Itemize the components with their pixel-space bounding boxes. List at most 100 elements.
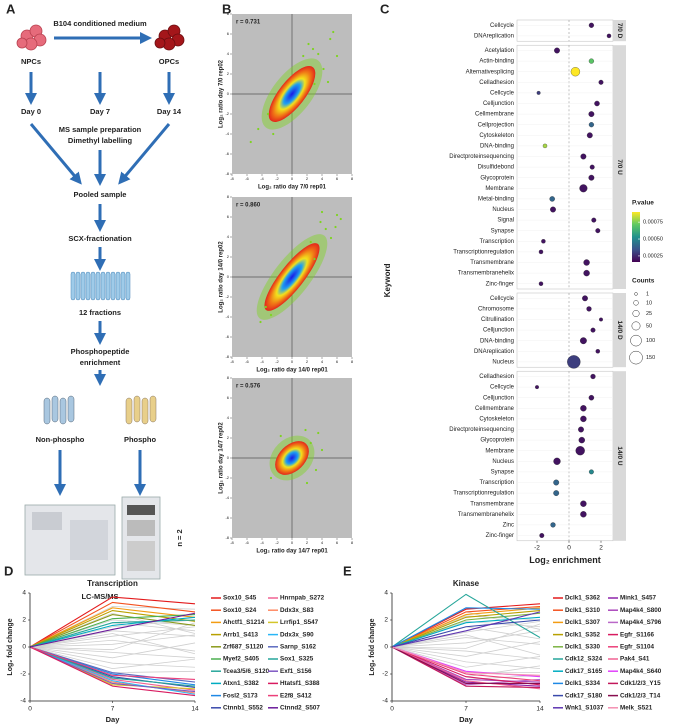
legend-label: Pak4_S41 xyxy=(620,656,650,663)
series-line xyxy=(29,646,196,683)
series-line xyxy=(391,610,541,648)
step-label: MS sample preparation xyxy=(59,125,142,134)
y-tick-label: 8 xyxy=(227,11,230,16)
series-line xyxy=(29,614,196,648)
y-tick-label: -2 xyxy=(225,111,229,116)
y-tick-label: Cytoskeleton xyxy=(479,133,514,139)
dot xyxy=(578,436,585,444)
x-tick-label: 4 xyxy=(321,359,324,364)
y-tick-label: -6 xyxy=(225,151,229,156)
point xyxy=(329,236,333,240)
y-tick-label: Membrane xyxy=(485,186,514,192)
x-tick-label: 4 xyxy=(321,540,324,545)
y-tick-label: Glycoprotein xyxy=(480,175,514,181)
day-label: Day 0 xyxy=(21,107,41,116)
legend-title: Counts xyxy=(632,278,655,285)
branch-label: Non-phospho xyxy=(36,435,85,444)
branch-label: Phospho xyxy=(124,435,156,444)
chart-title: Kinase xyxy=(453,579,480,588)
density-core xyxy=(268,66,316,122)
legend-label: Cdk17_S165 xyxy=(565,668,603,675)
point xyxy=(269,476,273,480)
panel-label: E xyxy=(343,563,352,578)
y-tick-label: Cellcycle xyxy=(490,296,515,302)
y-tick-label: Transcription xyxy=(480,239,514,245)
dot xyxy=(542,143,548,149)
panel-label: C xyxy=(380,1,390,16)
dot xyxy=(550,206,556,213)
y-tick-label: 2 xyxy=(227,435,230,440)
point xyxy=(314,468,318,472)
legend-label: Cdk1/2/3_Y15 xyxy=(620,680,661,687)
y-axis-label: Log₂ fold change xyxy=(7,618,14,675)
y-tick-label: 2 xyxy=(22,617,26,624)
phospho-tubes xyxy=(125,395,157,425)
legend-dot xyxy=(630,334,642,347)
legend-tick-label: 0.00075 xyxy=(643,220,663,226)
y-tick-label: Metal-binding xyxy=(478,196,514,202)
background-line xyxy=(29,626,196,648)
x-tick-label: 6 xyxy=(336,176,339,181)
background-line xyxy=(391,641,541,657)
dot xyxy=(553,457,561,465)
y-tick-label: DNA-binding xyxy=(480,338,514,344)
legend-label: Egfr_S1166 xyxy=(620,631,654,638)
legend-label: Sarnp_S162 xyxy=(280,643,317,650)
y-tick-label: Alternativesplicing xyxy=(466,69,514,75)
dot xyxy=(582,295,588,302)
density-core xyxy=(264,243,320,311)
x-tick-label: -2 xyxy=(275,540,279,545)
point xyxy=(319,220,322,224)
y-tick-label: 0 xyxy=(384,644,388,651)
dot xyxy=(580,337,587,345)
y-tick-label: Celljunction xyxy=(483,101,514,107)
x-tick-label: 2 xyxy=(306,540,309,545)
background-line xyxy=(391,646,541,669)
y-tick-label: Nucleus xyxy=(492,359,514,365)
x-tick-label: 0 xyxy=(390,706,394,713)
x-tick-label: 8 xyxy=(351,540,354,545)
point xyxy=(307,42,310,46)
x-tick-label: 7 xyxy=(111,706,115,713)
y-tick-label: Transmembranehelix xyxy=(458,271,514,277)
background-line xyxy=(29,622,196,651)
x-tick-label: 0 xyxy=(567,545,571,552)
y-tick-label: 4 xyxy=(227,51,230,56)
x-axis-label: Log₂ ratio day 7/0 rep01 xyxy=(258,185,327,191)
replicate-label: n = 2 xyxy=(175,529,184,546)
point xyxy=(332,30,335,34)
legend-dot xyxy=(632,309,640,317)
dot xyxy=(579,184,588,193)
dot xyxy=(578,426,584,433)
y-tick-label: Citrullination xyxy=(481,317,514,323)
legend-label: Sox1_S325 xyxy=(280,656,314,663)
point xyxy=(317,431,320,435)
point xyxy=(304,428,307,432)
chart-title: Transcription xyxy=(87,579,138,588)
x-axis-label: Day xyxy=(459,715,474,724)
x-tick-label: 0 xyxy=(291,359,294,364)
y-tick-label: Transcription xyxy=(480,480,514,486)
y-tick-label: 0 xyxy=(227,274,230,279)
series-line xyxy=(391,646,541,682)
legend-label: Cdk17_S180 xyxy=(565,692,603,699)
legend-dot xyxy=(633,300,639,306)
dot xyxy=(580,405,587,412)
y-tick-label: Actin-binding xyxy=(479,59,514,65)
point xyxy=(279,434,282,438)
y-tick-label: DNA-binding xyxy=(480,143,514,149)
y-axis-label: Log₂ fold change xyxy=(369,618,376,675)
x-tick-label: 4 xyxy=(321,176,324,181)
x-tick-label: -2 xyxy=(534,545,540,552)
facet-label: 14/0 D xyxy=(616,321,623,340)
y-tick-label: 8 xyxy=(227,194,230,199)
legend-label: Tcea3/5/6_S120 xyxy=(223,668,270,675)
annotation: r = 0.576 xyxy=(236,384,261,390)
point xyxy=(329,37,332,41)
y-tick-label: Signal xyxy=(497,218,514,224)
y-tick-label: -8 xyxy=(225,171,229,176)
x-tick-label: 2 xyxy=(306,176,309,181)
x-axis-label: Log₂ ratio day 14/0 rep01 xyxy=(256,368,328,374)
x-axis-label: Log₂ ratio day 14/7 rep01 xyxy=(256,549,328,555)
background-line xyxy=(391,630,541,648)
